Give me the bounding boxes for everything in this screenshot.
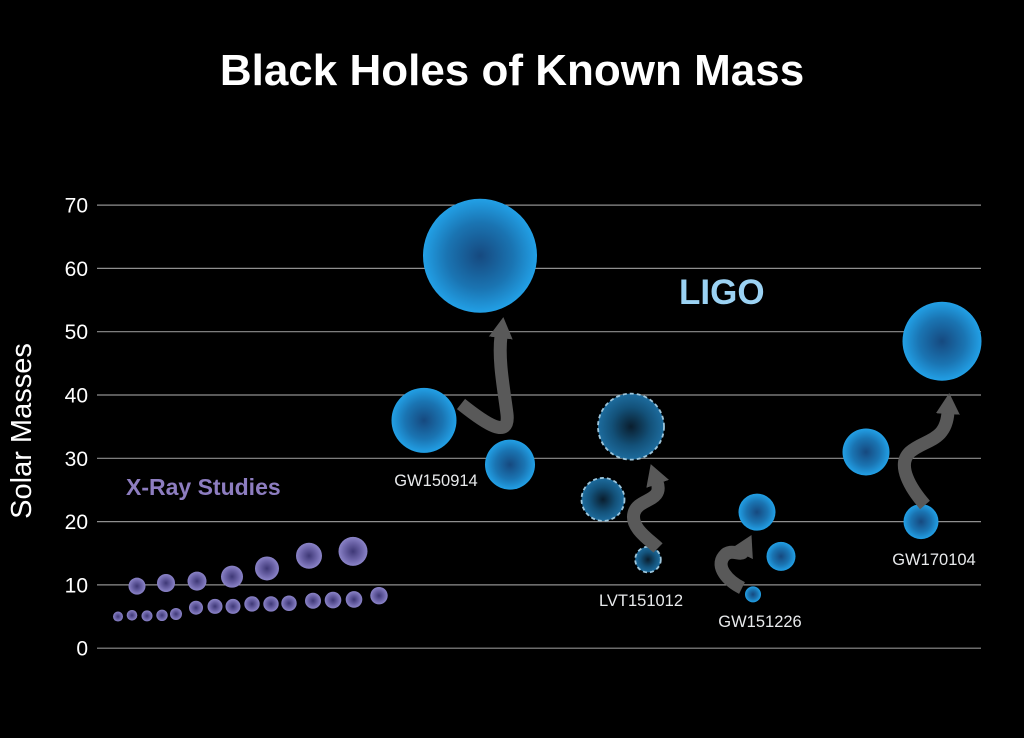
xray-bubble <box>305 592 321 609</box>
merger-arrow <box>714 535 753 594</box>
xray-bubble <box>281 595 297 611</box>
xray-bubble <box>141 610 153 622</box>
event-label: GW170104 <box>892 551 975 569</box>
xray-bubble <box>345 591 363 608</box>
ligo-bubble-progenitor <box>580 477 626 522</box>
xray-bubble <box>370 586 388 605</box>
y-tick-label: 70 <box>65 195 88 218</box>
ligo-bubble-progenitor <box>391 387 457 453</box>
ligo-bubble-merged <box>902 301 982 381</box>
xray-group-label: X-Ray Studies <box>126 474 281 500</box>
ligo-bubble-merged <box>423 198 537 313</box>
xray-bubble <box>225 598 241 614</box>
event-label: GW150914 <box>394 472 477 490</box>
ligo-bubble-progenitor <box>766 541 796 571</box>
event-label: GW151226 <box>718 613 801 631</box>
y-tick-label: 10 <box>65 574 88 597</box>
xray-bubble <box>244 596 260 612</box>
xray-bubble <box>157 574 175 593</box>
y-tick-label: 40 <box>65 385 88 408</box>
xray-bubble <box>255 556 279 581</box>
y-axis-title: Solar Masses <box>6 343 38 519</box>
ligo-bubble-progenitor <box>745 586 761 603</box>
xray-bubble <box>221 565 243 588</box>
ligo-bubble-progenitor <box>903 504 939 540</box>
y-tick-label: 30 <box>65 448 88 471</box>
xray-bubble <box>207 598 223 614</box>
xray-bubble <box>338 536 368 566</box>
ligo-group-label: LIGO <box>679 273 765 312</box>
chart-title: Black Holes of Known Mass <box>219 46 805 95</box>
ligo-bubble-merged <box>738 493 776 531</box>
xray-bubble <box>324 591 342 609</box>
y-tick-label: 20 <box>65 511 88 534</box>
ligo-bubble-progenitor <box>485 439 535 490</box>
y-tick-label: 60 <box>65 258 88 281</box>
event-label: LVT151012 <box>599 592 683 610</box>
xray-bubble <box>189 600 203 615</box>
ligo-bubble-progenitor <box>634 545 662 574</box>
xray-bubble <box>296 542 322 569</box>
ligo-bubble-progenitor <box>842 428 890 476</box>
ligo-bubble-merged <box>597 392 665 461</box>
xray-bubble <box>263 596 279 612</box>
merger-arrow <box>456 317 514 434</box>
xray-bubble <box>156 609 168 621</box>
xray-bubble <box>128 577 146 595</box>
merger-arrow <box>898 393 960 510</box>
y-tick-label: 0 <box>76 638 88 661</box>
y-tick-label: 50 <box>65 321 88 344</box>
xray-bubble <box>113 611 123 622</box>
xray-bubble <box>126 609 138 621</box>
merger-arrow <box>627 464 669 553</box>
xray-bubble <box>170 608 182 621</box>
xray-bubble <box>187 571 207 591</box>
